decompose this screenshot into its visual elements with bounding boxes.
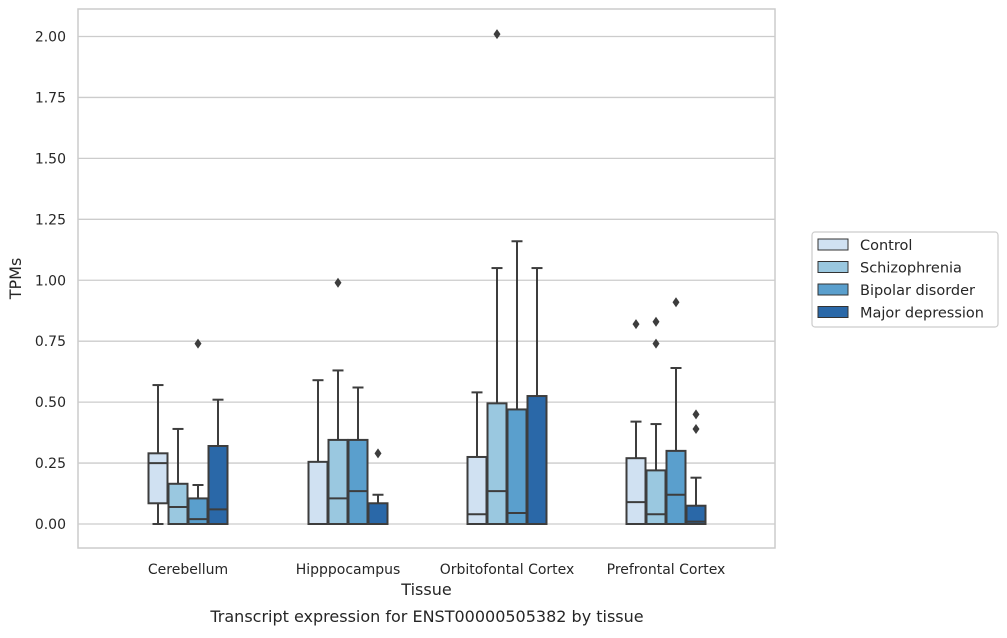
iqr-box (347, 438, 369, 525)
iqr-box (207, 445, 229, 525)
outlier-point (493, 29, 501, 40)
outlier-point (374, 448, 382, 459)
x-tick-label: Prefrontal Cortex (607, 562, 726, 578)
x-tick-label: Hipppocampus (296, 562, 401, 578)
y-tick-label: 0.00 (35, 517, 66, 533)
box-schizophrenia (327, 277, 349, 525)
iqr-box (147, 452, 169, 505)
plot-area (78, 9, 775, 548)
iqr-box (167, 482, 189, 525)
legend-label: Schizophrenia (860, 261, 962, 277)
box-bipolar-disorder (665, 297, 687, 525)
legend-item: Schizophrenia (817, 261, 962, 277)
legend-label: Control (860, 238, 912, 254)
box-schizophrenia (167, 427, 189, 525)
iqr-box (526, 395, 548, 525)
iqr-box (665, 449, 687, 525)
chart-caption: Transcript expression for ENST0000050538… (209, 607, 643, 626)
y-tick-label: 1.25 (35, 212, 66, 228)
outlier-point (692, 423, 700, 434)
iqr-box (645, 469, 667, 525)
iqr-box (187, 497, 209, 525)
x-tick-label: Cerebellum (148, 562, 228, 578)
box-control (147, 384, 169, 525)
y-tick-label: 0.75 (35, 334, 66, 350)
y-tick-labels: 2.00 1.75 1.50 1.25 1.00 0.75 0.50 0.25 0.00 (35, 30, 66, 534)
box-major-depression (526, 267, 548, 525)
legend-item: Major depression (817, 306, 984, 322)
plot-frame (77, 8, 776, 549)
y-tick-label: 1.50 (35, 151, 66, 167)
legend: Control Schizophrenia Bipolar disorder Majo… (811, 231, 999, 328)
y-tick-label: 1.00 (35, 273, 66, 289)
legend-label: Major depression (860, 306, 984, 322)
y-axis-label: TPMs (6, 258, 25, 301)
outlier-point (652, 338, 660, 349)
legend-label: Bipolar disorder (860, 283, 975, 299)
iqr-box (486, 402, 508, 525)
legend-frame (811, 231, 999, 328)
iqr-box (625, 457, 647, 525)
box-major-depression (685, 409, 707, 525)
iqr-box (307, 460, 329, 525)
outlier-point (194, 338, 202, 349)
legend-item: Bipolar disorder (817, 283, 975, 299)
legend-item: Control (817, 238, 912, 254)
box-bipolar-disorder (347, 386, 369, 525)
iqr-box (685, 504, 707, 525)
outlier-point (672, 297, 680, 308)
boxes-layer (147, 29, 707, 525)
legend-swatch (817, 283, 849, 296)
y-tick-label: 2.00 (35, 30, 66, 46)
iqr-box (506, 408, 528, 525)
outlier-point (692, 409, 700, 420)
x-tick-labels: Cerebellum Hipppocampus Orbitofontal Corte… (148, 562, 725, 578)
x-tick-label: Orbitofontal Cortex (440, 562, 575, 578)
box-schizophrenia (645, 316, 667, 525)
legend-swatch (817, 261, 849, 273)
legend-swatch (817, 238, 849, 251)
iqr-box (367, 502, 389, 525)
iqr-box (327, 438, 349, 525)
box-control (625, 319, 647, 525)
outlier-point (632, 319, 640, 330)
y-tick-label: 1.75 (35, 90, 66, 106)
x-axis-label: Tissue (400, 580, 451, 599)
outlier-point (334, 277, 342, 288)
box-major-depression (367, 448, 389, 525)
y-tick-label: 0.50 (35, 395, 66, 411)
legend-swatch (817, 306, 849, 318)
box-major-depression (207, 398, 229, 525)
outlier-point (652, 316, 660, 327)
y-tick-label: 0.25 (35, 456, 66, 472)
